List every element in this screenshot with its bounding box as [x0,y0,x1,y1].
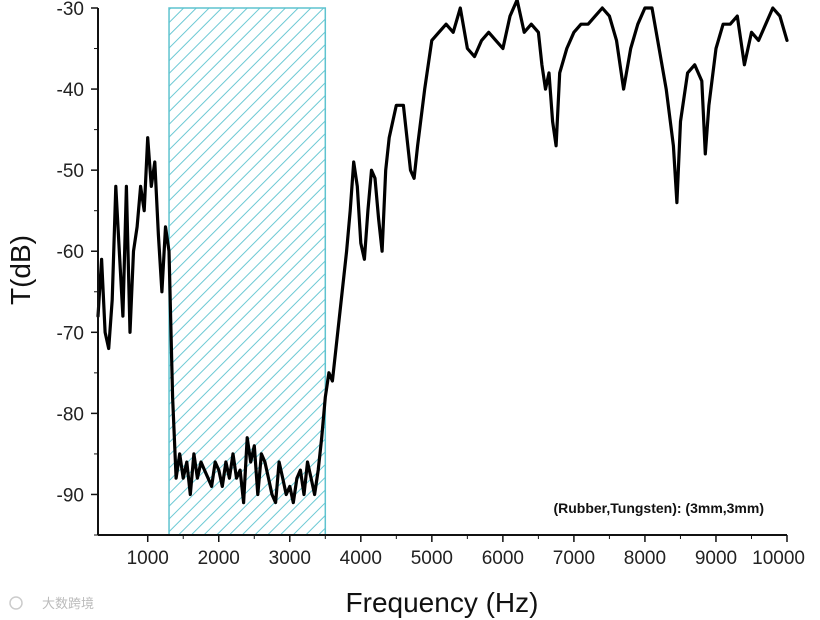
y-ticks: -90 -80 -70 -60 -50 -40 -30 [57,0,98,536]
series-line-0 [96,0,789,505]
y-tick-label: -70 [57,323,84,344]
x-tick-label: 1000 [127,548,169,569]
x-tick-label: 4000 [340,548,382,569]
x-tick-label: 5000 [411,548,453,569]
x-tick-label: 8000 [624,548,666,569]
x-tick-label: 7000 [553,548,595,569]
x-axis-title: Frequency (Hz) [346,587,539,618]
watermark: 大数跨境 [9,596,94,612]
y-axis-title: T(dB) [5,235,36,305]
annotation-label: (Rubber,Tungsten): (3mm,3mm) [553,500,764,516]
y-tick-label: -60 [57,242,84,263]
series-layer [96,0,789,505]
y-tick-label: -40 [57,80,84,101]
y-tick-label: -80 [57,404,84,425]
x-tick-label: 2000 [198,548,240,569]
y-tick-label: -50 [57,161,84,182]
x-tick-label: 6000 [482,548,524,569]
x-tick-label: 9000 [695,548,737,569]
y-tick-label: -30 [57,0,84,20]
axes [97,8,787,536]
x-ticks: 1000 2000 3000 4000 5000 6000 7000 8000 9000 1000… [127,535,805,569]
watermark-text: 大数跨境 [42,597,94,612]
x-tick-label: 3000 [269,548,311,569]
watermark-logo-icon [9,596,23,610]
y-tick-label: -90 [57,485,84,506]
x-tick-label: 10000 [752,548,805,569]
